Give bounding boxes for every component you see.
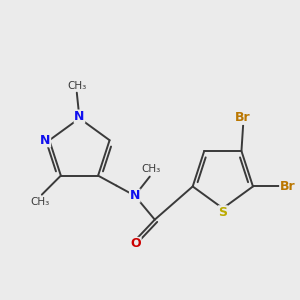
Text: CH₃: CH₃ [30, 197, 49, 207]
Text: S: S [218, 206, 227, 219]
Text: N: N [74, 110, 85, 123]
Text: Br: Br [280, 180, 296, 193]
Text: N: N [40, 134, 50, 147]
Text: CH₃: CH₃ [142, 164, 161, 174]
Text: O: O [130, 238, 141, 250]
Text: Br: Br [235, 111, 251, 124]
Text: N: N [130, 189, 140, 202]
Text: CH₃: CH₃ [67, 81, 86, 91]
